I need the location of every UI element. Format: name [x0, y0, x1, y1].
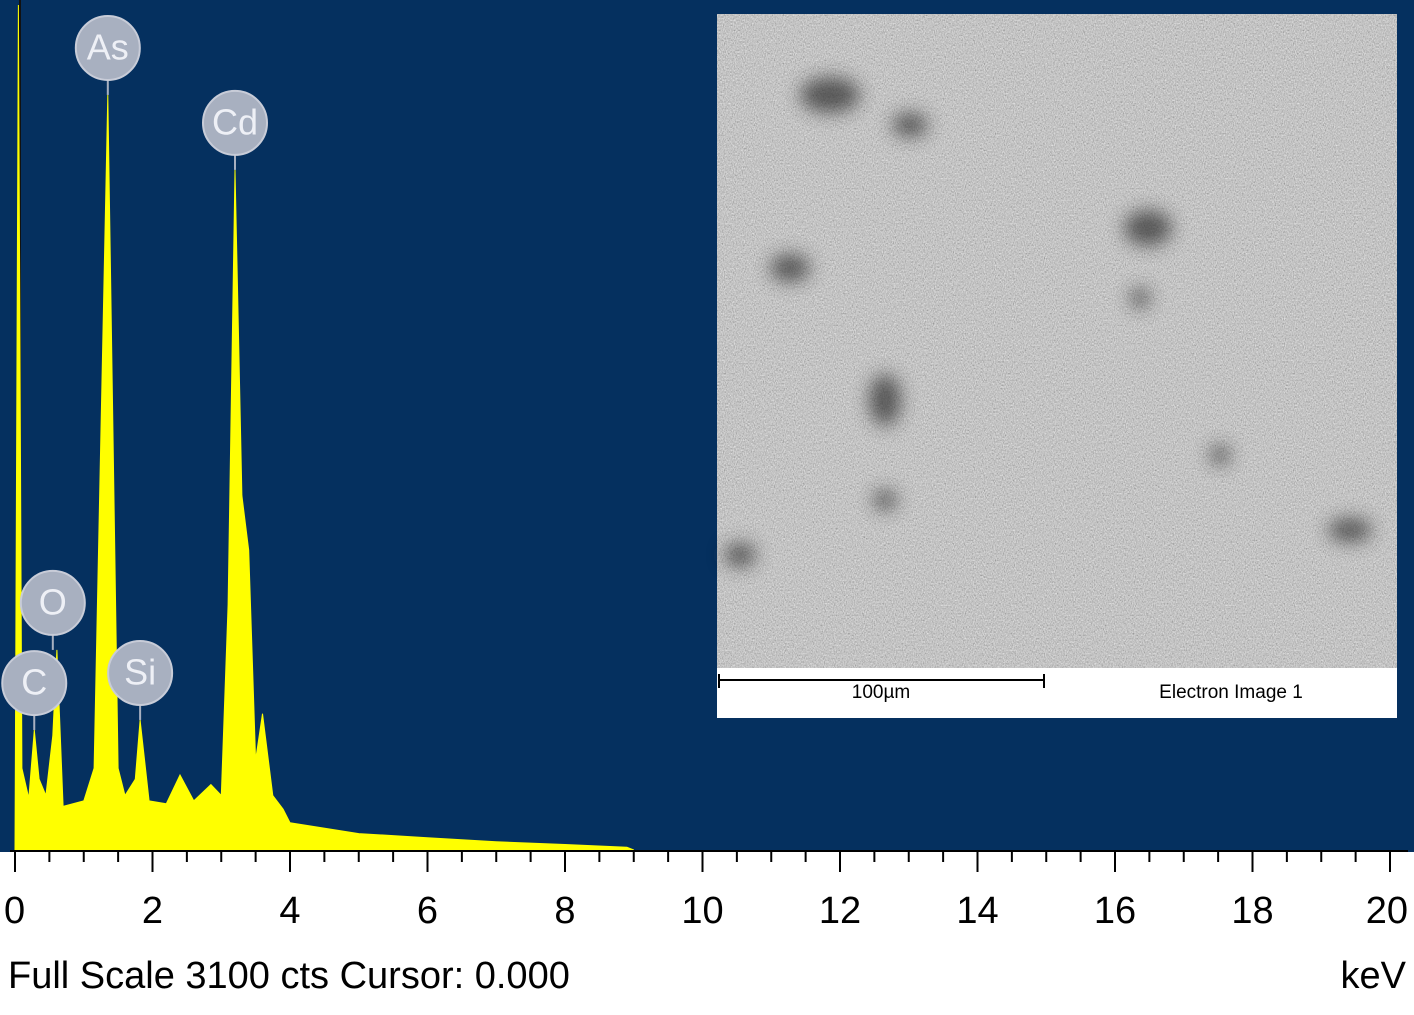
scale-label: 100µm	[852, 682, 910, 703]
x-tick-label: 2	[142, 890, 163, 932]
x-tick-label: 8	[554, 890, 575, 932]
image-spots	[724, 77, 1372, 567]
peak-badge	[74, 14, 141, 81]
spectrum	[14, 4, 634, 851]
x-tick-label: 18	[1231, 890, 1273, 932]
x-tick-label: 16	[1094, 890, 1136, 932]
x-tick-label: 14	[956, 890, 998, 932]
peak-label: Si	[124, 651, 156, 692]
peak-badge	[202, 89, 268, 156]
image-caption: Electron Image 1	[1159, 682, 1303, 703]
x-tick-label: 12	[819, 890, 861, 932]
electron-image	[717, 14, 1397, 668]
x-tick-label: 0	[4, 890, 25, 932]
axis-panel	[0, 852, 1414, 1015]
peak-badge	[19, 569, 86, 636]
x-unit: keV	[1341, 955, 1407, 997]
peak-label: Cd	[212, 101, 258, 142]
peak-label: As	[87, 26, 129, 67]
x-tick-label: 6	[417, 890, 438, 932]
x-tick-label: 4	[279, 890, 300, 932]
peak-label: O	[39, 581, 67, 622]
inset: 100µm Electron Image 1	[717, 14, 1397, 718]
peak-badge	[107, 639, 174, 706]
footer: Full Scale 3100 cts Cursor: 0.000	[8, 955, 570, 997]
x-tick-label: 10	[681, 890, 723, 932]
x-tick-label: 20	[1366, 890, 1408, 932]
peak-label: C	[21, 662, 47, 703]
peak-badge	[1, 650, 68, 717]
